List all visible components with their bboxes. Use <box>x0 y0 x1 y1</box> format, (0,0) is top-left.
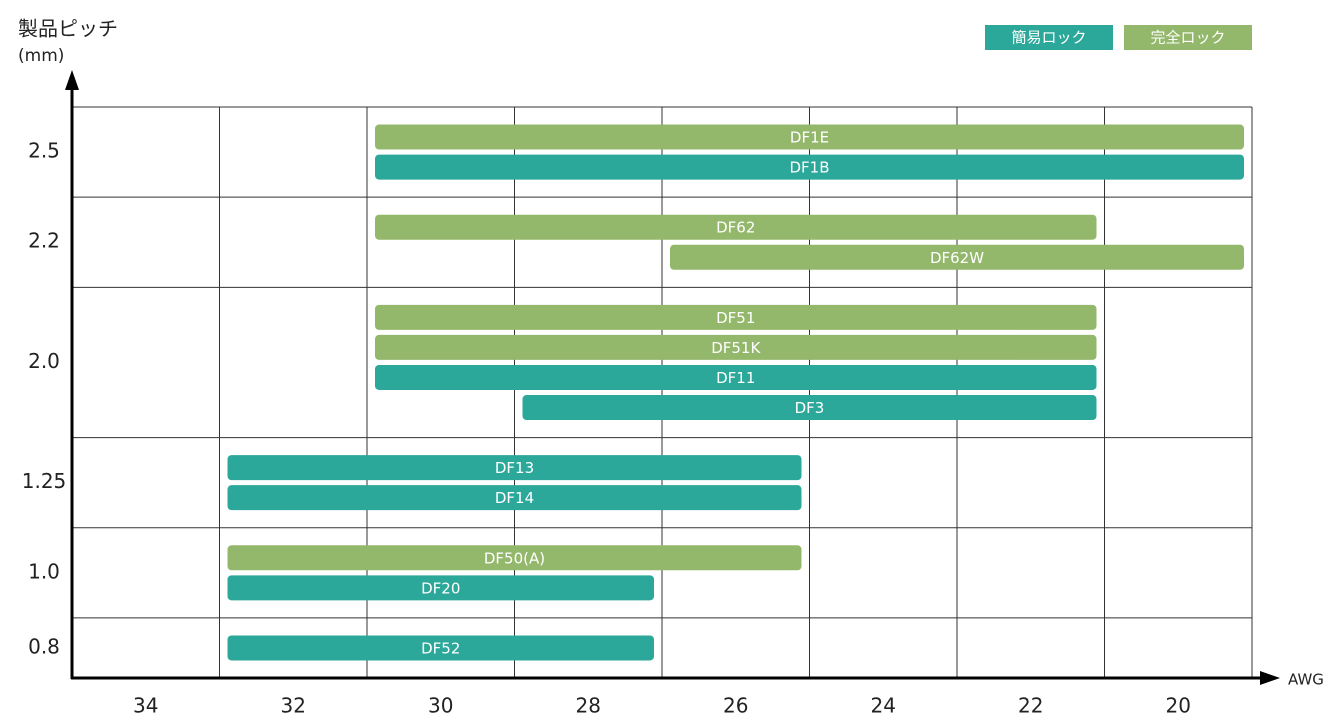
bar-label: DF3 <box>795 399 825 417</box>
bar-label: DF51K <box>711 339 761 357</box>
bar-label: DF50(A) <box>484 549 545 567</box>
y-axis-unit: (mm) <box>18 46 64 66</box>
bar <box>375 154 1244 180</box>
bar <box>227 545 802 571</box>
bar <box>375 214 1097 240</box>
bar <box>522 395 1097 421</box>
y-tick-label: 1.25 <box>22 469 67 493</box>
x-tick-label: 20 <box>1166 694 1191 718</box>
bar <box>375 304 1097 330</box>
bar <box>227 575 654 601</box>
x-tick-label: 22 <box>1018 694 1043 718</box>
bar-label: DF52 <box>421 639 460 657</box>
bar <box>227 485 802 511</box>
y-tick-label: 1.0 <box>28 559 60 583</box>
x-tick-label: 30 <box>428 694 453 718</box>
bar <box>375 334 1097 360</box>
bar <box>227 635 654 661</box>
bar <box>670 244 1244 270</box>
x-tick-label: 26 <box>723 694 748 718</box>
x-tick-label: 32 <box>281 694 306 718</box>
legend-label: 簡易ロック <box>1011 29 1086 47</box>
x-tick-label: 28 <box>576 694 601 718</box>
x-axis-label: AWG <box>1288 671 1324 689</box>
bar <box>375 124 1244 150</box>
bar <box>375 364 1097 390</box>
bar-label: DF51 <box>716 309 755 327</box>
bar-label: DF20 <box>421 579 460 597</box>
y-axis-label: 製品ピッチ <box>18 17 118 41</box>
bar-label: DF1E <box>790 129 829 147</box>
bar-label: DF62 <box>716 219 755 237</box>
y-tick-label: 2.0 <box>28 349 60 373</box>
bar <box>227 455 802 481</box>
y-axis-arrow <box>65 70 79 90</box>
y-tick-label: 2.2 <box>28 229 60 253</box>
x-tick-label: 34 <box>133 694 158 718</box>
legend-swatch <box>985 25 1113 50</box>
y-tick-label: 0.8 <box>28 634 60 658</box>
bar-label: DF14 <box>495 489 534 507</box>
legend-label: 完全ロック <box>1150 29 1225 47</box>
y-tick-label: 2.5 <box>28 139 60 163</box>
bar-label: DF1B <box>789 159 829 177</box>
bar-label: DF62W <box>930 249 984 267</box>
bar-label: DF11 <box>716 369 755 387</box>
x-axis-arrow <box>1260 671 1280 685</box>
bar-label: DF13 <box>495 459 534 477</box>
legend-swatch <box>1124 25 1252 50</box>
x-tick-label: 24 <box>871 694 896 718</box>
